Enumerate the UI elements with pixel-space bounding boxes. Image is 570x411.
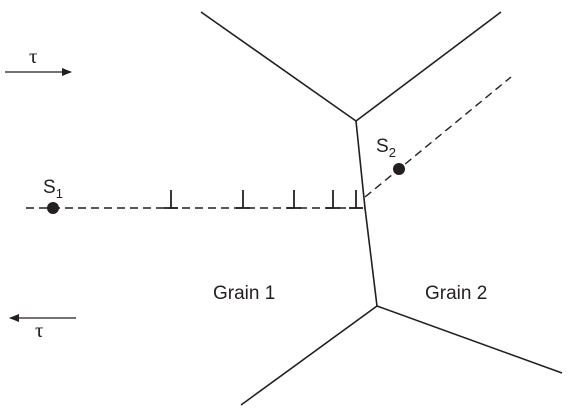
- dislocation-symbol: [287, 190, 301, 209]
- source-1-dot: [47, 202, 59, 214]
- source-2-label: S2: [376, 136, 396, 160]
- dislocation-symbol: [326, 190, 340, 209]
- grain-2-label: Grain 2: [425, 283, 487, 304]
- boundary-lower-left-branch: [240, 305, 378, 406]
- source-2-letter: S: [376, 136, 389, 157]
- slip-plane-grain-2: [364, 76, 512, 198]
- boundary-central-segment: [355, 120, 378, 307]
- shear-label-top: τ: [29, 44, 37, 68]
- dislocation-symbol: [164, 190, 178, 209]
- shear-label-bottom: τ: [35, 318, 43, 342]
- boundary-upper-right-branch: [355, 11, 502, 122]
- grain-boundaries: [200, 11, 563, 406]
- dislocation-pileup: [164, 190, 363, 209]
- source-1-letter: S: [43, 177, 56, 198]
- dislocation-symbol: [236, 190, 250, 209]
- grain-1-label: Grain 1: [213, 283, 275, 304]
- source-2-subscript: 2: [389, 145, 396, 160]
- boundary-upper-left-branch: [200, 11, 357, 122]
- source-2-dot: [393, 163, 405, 175]
- source-1-label: S1: [43, 177, 63, 201]
- dislocation-symbol: [349, 190, 363, 209]
- boundary-lower-right-branch: [376, 305, 563, 374]
- source-1-subscript: 1: [56, 186, 63, 201]
